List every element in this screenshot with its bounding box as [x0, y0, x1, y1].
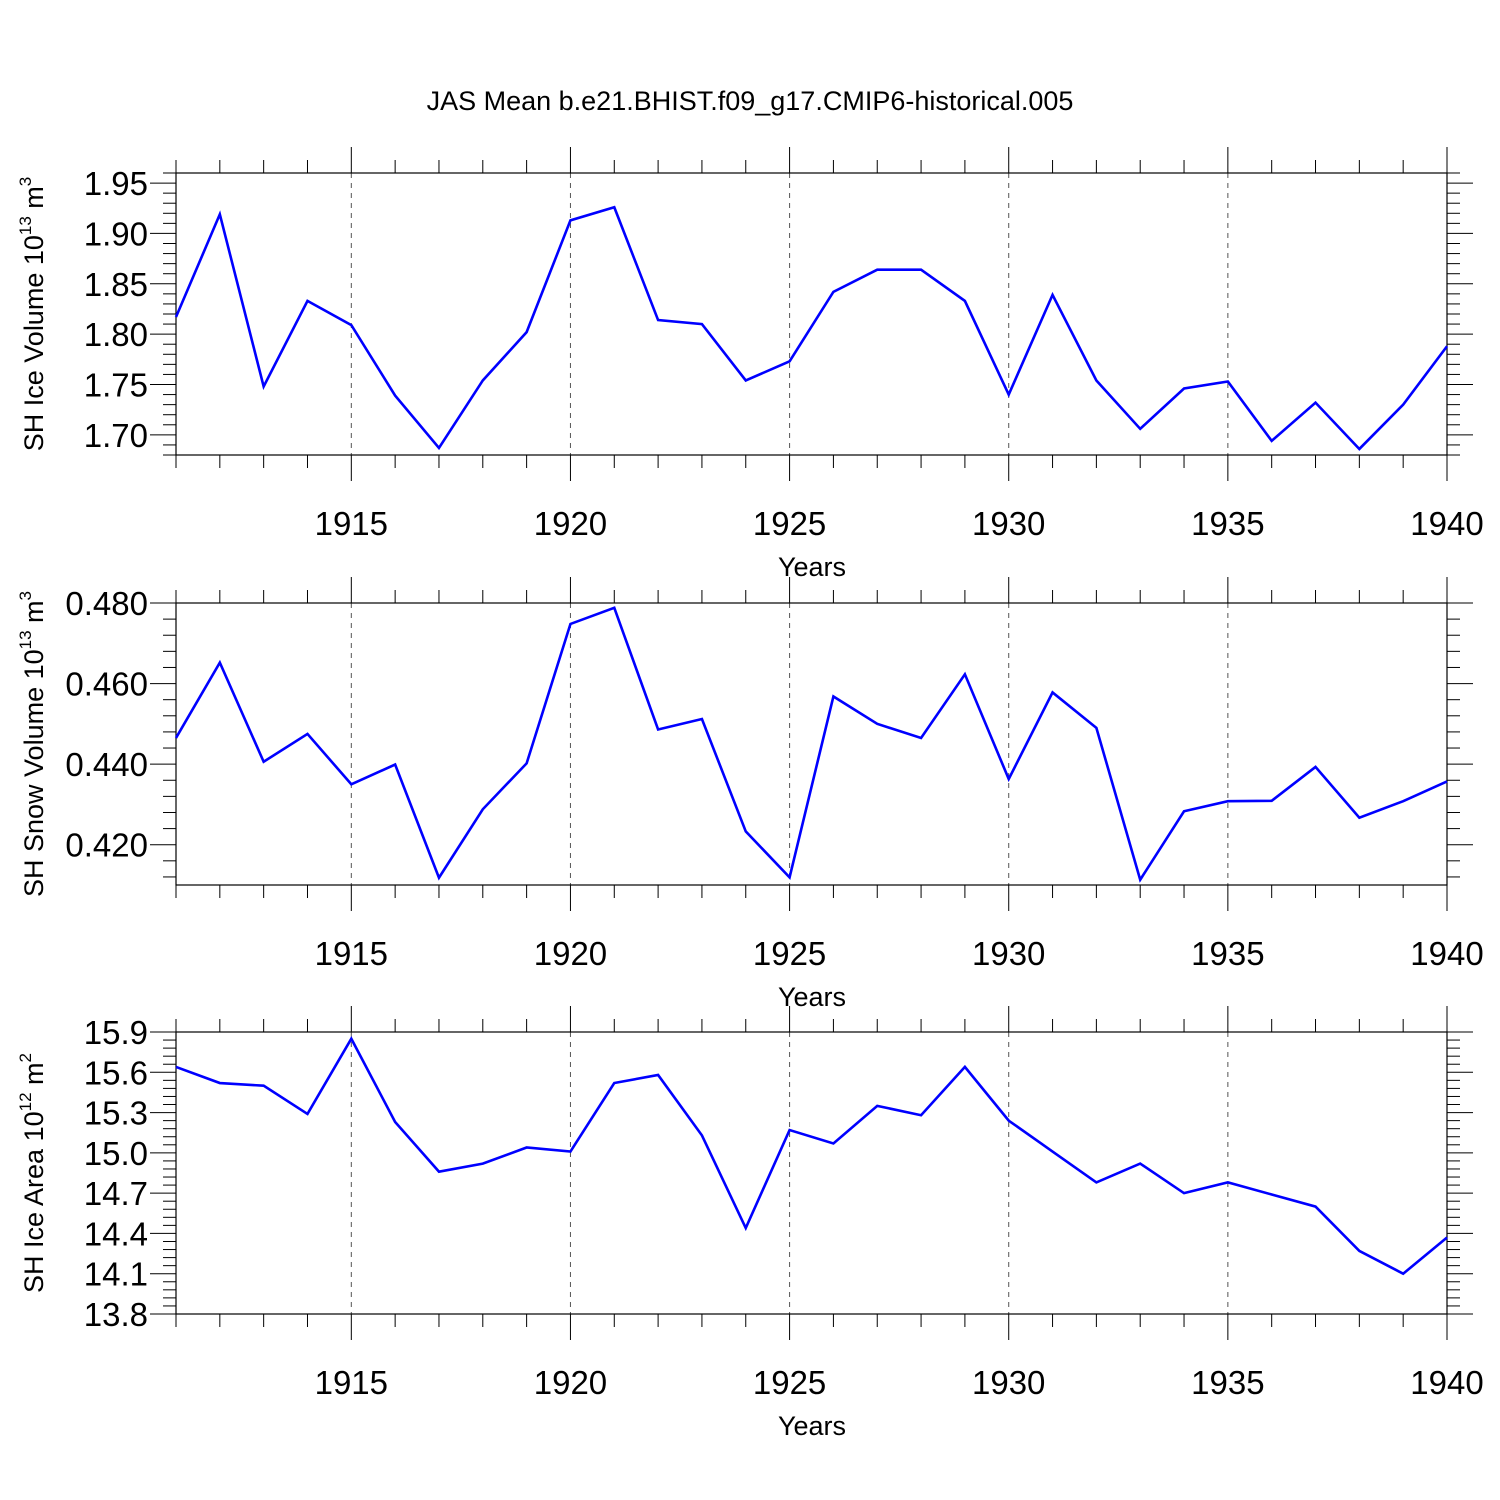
- panel1-xtick-label: 1915: [315, 505, 388, 542]
- panel3-y-axis-label: SH Ice Area 1012 m2: [16, 1053, 49, 1293]
- panel3-x-axis-label: Years: [778, 1411, 846, 1441]
- panel1-y-axis-label: SH Ice Volume 1013 m3: [16, 177, 49, 452]
- panel1-xtick-label: 1925: [753, 505, 826, 542]
- panel3-ytick-label: 14.1: [84, 1256, 148, 1293]
- panel1-ytick-label: 1.80: [84, 316, 148, 353]
- panel1-ytick-label: 1.90: [84, 215, 148, 252]
- panel1-xtick-label: 1935: [1191, 505, 1264, 542]
- panel3-ytick-label: 15.0: [84, 1135, 148, 1172]
- panel3-xtick-label: 1940: [1410, 1364, 1483, 1401]
- panel3-xtick-label: 1930: [972, 1364, 1045, 1401]
- panel2-y-axis-label: SH Snow Volume 1013 m3: [16, 591, 49, 897]
- panel1-ytick-label: 1.70: [84, 417, 148, 454]
- panel3-xtick-label: 1925: [753, 1364, 826, 1401]
- panel2-ytick-label: 0.420: [65, 827, 148, 864]
- panel3-ytick-label: 15.3: [84, 1095, 148, 1132]
- panel3-xtick-label: 1935: [1191, 1364, 1264, 1401]
- panel2-xtick-label: 1915: [315, 935, 388, 972]
- panel2-x-axis-label: Years: [778, 982, 846, 1012]
- panel2-xtick-label: 1925: [753, 935, 826, 972]
- panel1-ytick-label: 1.75: [84, 367, 148, 404]
- chart-title: JAS Mean b.e21.BHIST.f09_g17.CMIP6-histo…: [427, 86, 1074, 116]
- panel3-frame: [175, 1031, 1448, 1315]
- panel1-ytick-label: 1.85: [84, 266, 148, 303]
- panel1-x-axis-label: Years: [778, 552, 846, 582]
- panel2-series-line: [174, 606, 1448, 883]
- panel1-ytick-label: 1.95: [84, 165, 148, 202]
- panel3-ytick-label: 13.8: [84, 1296, 148, 1333]
- panel2-frame: [175, 602, 1448, 886]
- panel1-series-line: [174, 205, 1449, 451]
- panel3-ytick-label: 14.4: [84, 1215, 148, 1252]
- panel3-ytick-label: 14.7: [84, 1175, 148, 1212]
- panel1-xtick-label: 1920: [534, 505, 607, 542]
- panel1-xtick-label: 1930: [972, 505, 1045, 542]
- panel3-xtick-label: 1915: [315, 1364, 388, 1401]
- panel2-xtick-label: 1920: [534, 935, 607, 972]
- panel2-ytick-label: 0.480: [65, 585, 148, 622]
- panel3-series-line: [175, 1036, 1448, 1276]
- panel2-xtick-label: 1930: [972, 935, 1045, 972]
- panel2-xtick-label: 1940: [1410, 935, 1483, 972]
- panel3-ytick-label: 15.9: [84, 1014, 148, 1051]
- panel2-xtick-label: 1935: [1191, 935, 1264, 972]
- panel1-xtick-label: 1940: [1410, 505, 1483, 542]
- panel2-ytick-label: 0.460: [65, 666, 148, 703]
- panel3-ytick-label: 15.6: [84, 1054, 148, 1091]
- panel2-ytick-label: 0.440: [65, 746, 148, 783]
- panel1-frame: [175, 172, 1448, 456]
- panel3-xtick-label: 1920: [534, 1364, 607, 1401]
